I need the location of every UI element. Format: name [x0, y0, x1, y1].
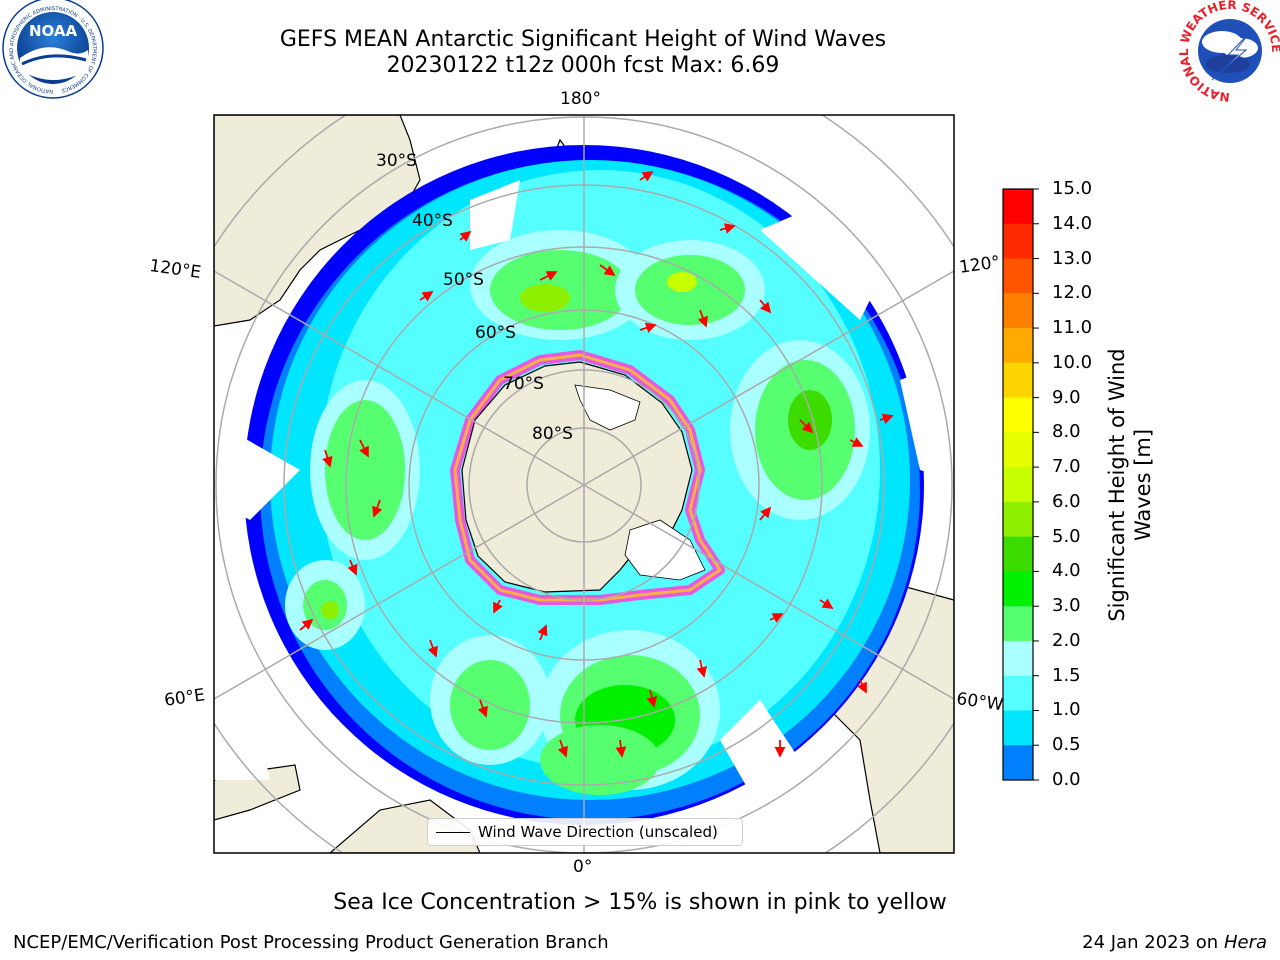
noaa-wordmark: NOAA — [29, 22, 78, 40]
colorbar-tick-label: 0.0 — [1052, 769, 1081, 790]
colorbar-tick-label: 1.0 — [1052, 699, 1081, 721]
wind-arrow — [347, 559, 358, 576]
chart-title: GEFS MEAN Antarctic Significant Height o… — [279, 27, 887, 52]
colorbar-label: Significant Height of Wind Waves [m] — [1104, 348, 1156, 621]
colorbar — [1003, 188, 1039, 781]
colorbar-tick-label: 7.0 — [1052, 456, 1081, 478]
colorbar-tick-label: 14.0 — [1052, 212, 1093, 234]
colorbar-label-line2: Waves [m] — [1131, 428, 1155, 542]
lat-label-30s: 30°S — [376, 151, 417, 171]
colorbar-tick-label: 12.0 — [1052, 282, 1093, 304]
colorbar-tick-label: 15.0 — [1052, 178, 1093, 199]
wind-arrow — [322, 449, 333, 468]
date-text: 24 Jan 2023 on — [1082, 932, 1219, 953]
wind-arrow — [769, 613, 784, 623]
lat-label-80s: 80°S — [532, 424, 573, 444]
lat-label-50s: 50°S — [443, 270, 484, 290]
wind-arrow — [537, 624, 548, 641]
wind-arrow — [879, 413, 894, 424]
colorbar-swatch — [1003, 745, 1033, 781]
colorbar-tick-label: 5.0 — [1052, 525, 1081, 547]
colorbar-tick-label: 13.0 — [1052, 247, 1093, 269]
colorbar-tick-label: 3.0 — [1052, 595, 1081, 617]
lon-label-180: 180° — [560, 89, 601, 109]
polar-map — [214, 115, 954, 853]
wind-wave-arrows — [299, 171, 894, 758]
wind-arrow — [359, 439, 369, 458]
colorbar-swatch — [1003, 675, 1033, 711]
wind-arrow — [849, 437, 864, 447]
colorbar-tick-label: 1.5 — [1052, 664, 1081, 686]
ross-ice-region — [574, 384, 641, 431]
wind-arrow — [419, 291, 434, 302]
colorbar-swatch — [1003, 258, 1033, 294]
colorbar-swatch — [1003, 571, 1033, 607]
sea-ice-inner — [453, 353, 722, 602]
wind-arrow — [719, 223, 736, 234]
colorbar-swatch — [1003, 189, 1033, 225]
wind-arrow — [427, 639, 438, 658]
wind-arrow — [639, 171, 654, 182]
map-frame — [213, 114, 955, 854]
wind-arrow — [459, 230, 472, 242]
colorbar-swatch — [1003, 397, 1033, 433]
colorbar-swatch — [1003, 501, 1033, 538]
wind-arrow — [372, 499, 383, 518]
wind-arrow — [299, 618, 314, 631]
wind-arrow — [615, 739, 627, 758]
wind-arrow — [857, 679, 867, 694]
colorbar-tick-label: 0.5 — [1052, 734, 1081, 756]
lat-label-60s: 60°S — [475, 323, 516, 343]
colorbar-tick-label: 4.0 — [1052, 560, 1081, 582]
wind-arrow — [759, 299, 772, 314]
colorbar-swatch — [1003, 293, 1033, 329]
colorbar-label-line1: Significant Height of Wind — [1105, 348, 1129, 622]
wind-arrow — [477, 699, 488, 718]
wind-arrow — [799, 419, 814, 434]
colorbar-tick-label: 6.0 — [1052, 490, 1081, 512]
weddell-ice-region — [624, 519, 706, 581]
wind-arrow — [493, 599, 503, 614]
wind-arrow — [697, 309, 708, 328]
graticule — [214, 115, 954, 853]
map-legend: Wind Wave Direction (unscaled) — [427, 818, 743, 846]
colorbar-tick-label: 11.0 — [1052, 317, 1093, 339]
nws-logo: NATIONAL WEATHER SERVICE — [1177, 0, 1280, 104]
forecast-subtitle: 20230122 t12z 000h fcst Max: 6.69 — [386, 53, 780, 78]
colorbar-swatch — [1003, 606, 1033, 642]
colorbar-swatch — [1003, 640, 1033, 677]
colorbar-tick-label: 8.0 — [1052, 421, 1081, 443]
noaa-logo: NATIONAL OCEANIC AND ATMOSPHERIC ADMINIS… — [2, 0, 104, 99]
wind-arrow — [639, 322, 657, 333]
wind-arrow — [646, 689, 658, 708]
wind-arrow — [599, 264, 616, 277]
wind-arrow — [557, 739, 568, 758]
host-name: Hera — [1223, 932, 1267, 953]
lat-label-40s: 40°S — [412, 211, 453, 231]
wind-arrow — [539, 271, 558, 281]
colorbar-swatch — [1003, 223, 1033, 260]
legend-line-swatch — [436, 831, 470, 833]
colorbar-swatch — [1003, 432, 1033, 468]
colorbar-swatch — [1003, 710, 1033, 746]
colorbar-swatch — [1003, 536, 1033, 572]
wind-arrow — [759, 506, 772, 521]
lon-label-0: 0° — [573, 857, 593, 877]
legend-label: Wind Wave Direction (unscaled) — [478, 823, 718, 841]
colorbar-tick-label: 10.0 — [1052, 351, 1093, 373]
credit-line: NCEP/EMC/Verification Post Processing Pr… — [13, 932, 609, 953]
wind-arrow — [819, 598, 834, 609]
colorbar-tick-label: 2.0 — [1052, 629, 1081, 651]
colorbar-swatch — [1003, 362, 1033, 399]
sea-ice-caption: Sea Ice Concentration > 15% is shown in … — [333, 890, 947, 915]
colorbar-swatch — [1003, 328, 1033, 364]
colorbar-tick-label: 9.0 — [1052, 386, 1081, 408]
colorbar-swatch — [1003, 467, 1033, 503]
colorbar-frame — [1002, 188, 1034, 781]
wind-arrow — [696, 659, 708, 678]
date-stamp: 24 Jan 2023 on Hera — [1082, 932, 1267, 953]
lat-label-70s: 70°S — [503, 374, 544, 394]
